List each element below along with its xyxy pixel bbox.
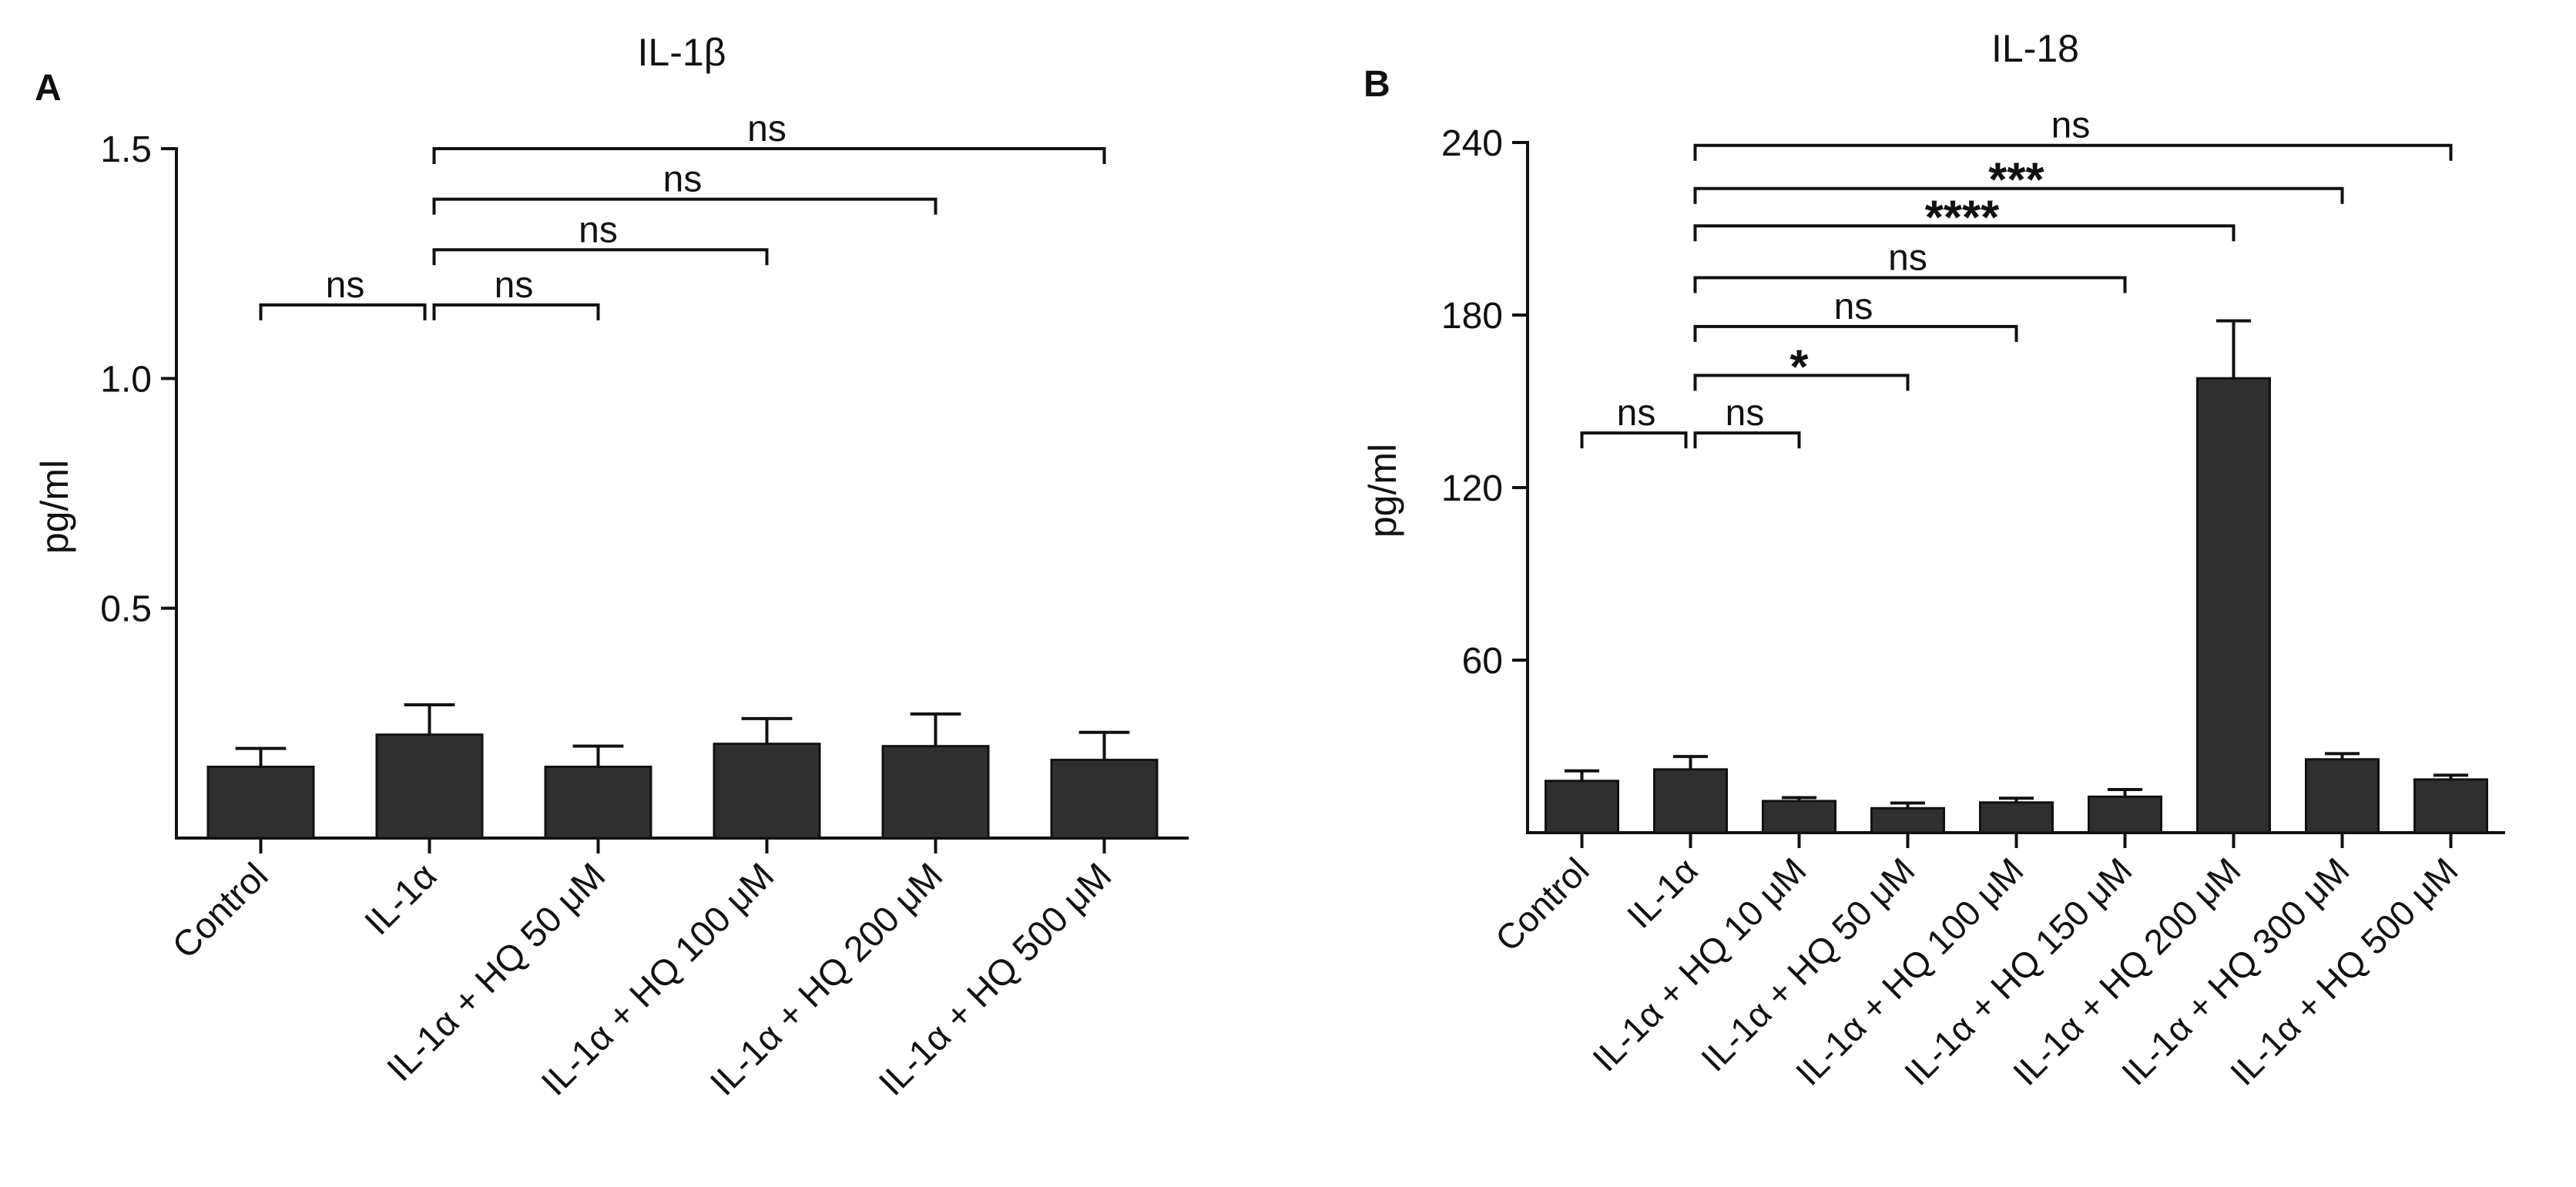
bar <box>206 766 315 840</box>
y-tick-label: 1.0 <box>100 359 152 400</box>
bar <box>1762 800 1836 834</box>
y-tick-label: 180 <box>1441 296 1503 337</box>
bar <box>1979 801 2054 834</box>
significance-bracket <box>259 303 427 320</box>
significance-label: **** <box>1925 191 2000 244</box>
panel-a-title: IL-1β <box>638 31 726 74</box>
x-tick-label: IL-1α <box>1619 850 1706 936</box>
significance-label: ns <box>1888 237 1927 278</box>
y-tick-label: 60 <box>1462 641 1503 682</box>
significance-bracket <box>1693 143 2453 161</box>
bar <box>1050 759 1159 840</box>
significance-label: ns <box>1726 393 1765 434</box>
significance-bracket <box>1693 186 2344 204</box>
bar <box>544 766 652 840</box>
x-tick-label: Control <box>164 855 276 967</box>
bar <box>1545 780 1619 834</box>
panel-a-y-axis-label: pg/ml <box>33 460 76 554</box>
significance-label: ns <box>2051 106 2091 146</box>
significance-bracket <box>1580 431 1688 449</box>
significance-bracket <box>1693 324 2018 342</box>
significance-label: ns <box>747 109 787 149</box>
bar <box>375 733 484 840</box>
panel-b-y-axis-label: pg/ml <box>1361 444 1404 538</box>
significance-label: ns <box>495 265 534 306</box>
significance-bracket <box>1693 374 1910 391</box>
panel-b-title: IL-18 <box>1991 27 2079 70</box>
bar <box>1653 768 1728 834</box>
significance-label: ns <box>1834 287 1873 327</box>
significance-label: ns <box>326 265 365 306</box>
y-tick-label: 120 <box>1441 468 1503 509</box>
bar <box>2196 377 2271 834</box>
significance-bracket <box>1693 276 2127 293</box>
significance-bracket <box>432 303 600 320</box>
significance-label: ns <box>663 159 703 200</box>
x-tick-label: IL-1α <box>357 855 444 943</box>
significance-bracket <box>432 147 1106 164</box>
significance-label: * <box>1789 340 1809 394</box>
y-tick-label: 1.5 <box>100 129 152 170</box>
bar <box>2088 795 2162 834</box>
y-tick-label: 240 <box>1441 123 1503 164</box>
significance-label: ns <box>579 210 618 250</box>
bar <box>881 745 990 840</box>
panel-a-label: A <box>35 68 62 109</box>
bar <box>2305 758 2380 834</box>
significance-bracket <box>1693 431 1801 449</box>
y-tick-label: 0.5 <box>100 589 152 630</box>
bar <box>713 743 821 840</box>
x-tick-label: Control <box>1488 850 1597 959</box>
significance-bracket <box>432 248 769 266</box>
significance-bracket <box>1693 224 2236 242</box>
bar <box>2413 778 2488 834</box>
panel-b-label: B <box>1363 64 1390 105</box>
significance-label: *** <box>1988 154 2044 207</box>
bar <box>1870 806 1945 834</box>
significance-label: ns <box>1617 393 1656 434</box>
significance-bracket <box>432 197 937 215</box>
